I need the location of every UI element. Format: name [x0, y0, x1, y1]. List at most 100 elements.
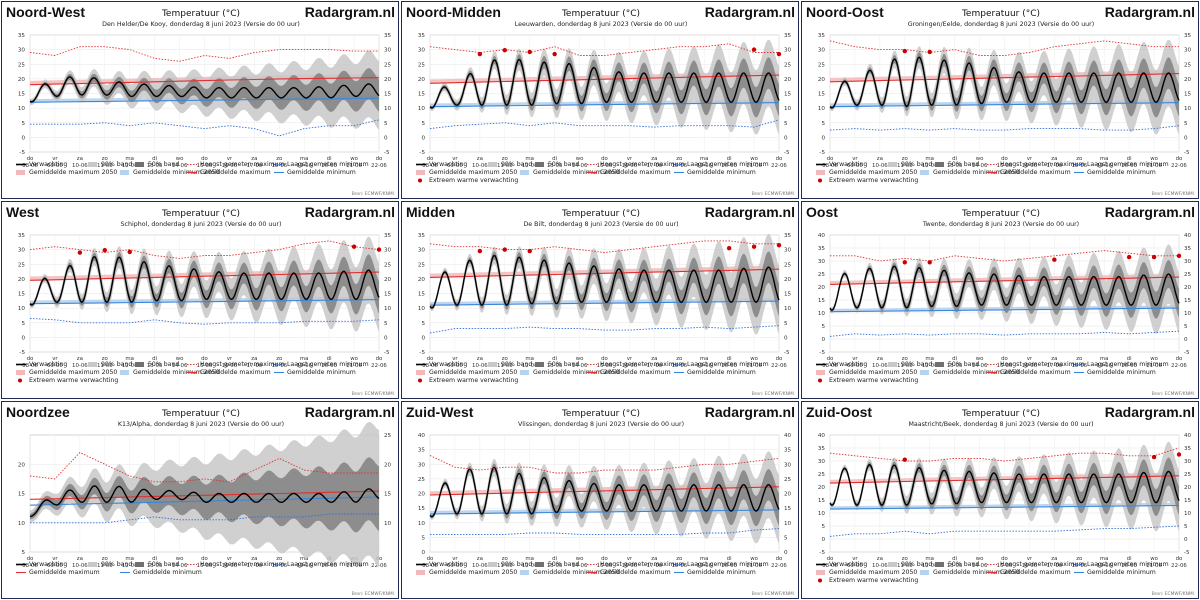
y2-tick-label: 0	[1184, 135, 1188, 141]
y2-tick-label: 15	[1184, 92, 1192, 98]
y-tick-label: 25	[818, 62, 826, 68]
x-tick-date: 15-06	[597, 163, 613, 169]
legend-item: Hoogst gemeten maximum	[587, 161, 685, 168]
y-tick-label: 0	[21, 335, 25, 341]
x-tick-day: vr	[1027, 556, 1033, 562]
y-tick-label: 35	[818, 246, 826, 252]
y2-tick-label: 0	[1184, 337, 1188, 343]
x-tick-date: 15-06	[197, 563, 213, 569]
y-tick-label: 30	[418, 462, 426, 468]
site-name: Radargram.nl	[705, 404, 795, 420]
x-tick-date: 18-06	[1071, 363, 1087, 369]
y-tick-label: 0	[821, 135, 825, 141]
y2-tick-label: 10	[384, 106, 392, 112]
y-tick-label: 35	[18, 233, 26, 239]
x-tick-date: 14-06	[172, 363, 188, 369]
y2-tick-label: 10	[1184, 311, 1192, 317]
legend-swatch	[416, 370, 425, 375]
x-tick-day: di	[152, 156, 157, 162]
legend-swatch	[888, 162, 897, 167]
legend-item: 50% band	[535, 161, 579, 168]
x-tick-date: 12-06	[522, 363, 538, 369]
legend-item: Gemiddelde minimum	[674, 569, 756, 576]
station-subtitle: Den Helder/De Kooy, donderdag 8 juni 202…	[102, 21, 300, 28]
legend-label: 90% band	[501, 361, 532, 368]
x-tick-date: 19-06	[1096, 563, 1112, 569]
y2-tick-label: 30	[384, 248, 392, 254]
legend-item: Hoogst gemeten maximum	[587, 561, 685, 568]
band-50	[830, 260, 1179, 319]
chart-title: Temperatuur (°C)	[161, 9, 240, 19]
y2-tick-label: 25	[1184, 472, 1192, 478]
x-tick-date: 17-06	[1047, 563, 1063, 569]
x-tick-date: 21-06	[1146, 563, 1162, 569]
x-tick-date: 12-06	[922, 163, 938, 169]
x-tick-day: vr	[52, 156, 58, 162]
y2-tick-label: 25	[384, 262, 392, 268]
legend-item: 90% band	[488, 161, 532, 168]
forecast-line	[829, 463, 1180, 507]
x-tick-day: zo	[676, 156, 682, 162]
x-tick-day: vr	[627, 356, 633, 362]
y-tick-label: 40	[418, 433, 426, 439]
x-tick-day: ma	[300, 156, 309, 162]
x-tick-date: 17-06	[1047, 363, 1063, 369]
x-tick-date: 13-06	[147, 163, 163, 169]
region-name: Midden	[406, 204, 455, 220]
x-tick-day: do	[1176, 556, 1183, 562]
legend-item: Extreem warme verwachting	[818, 177, 918, 184]
legend-label: Gemiddelde maximum 2050	[429, 369, 517, 376]
y-tick-label: 5	[21, 321, 25, 327]
record-max-line	[429, 43, 779, 56]
x-tick-day: di	[1127, 156, 1132, 162]
x-tick-day: di	[327, 156, 332, 162]
x-tick-date: 11-06	[897, 563, 913, 569]
x-tick-day: di	[952, 156, 957, 162]
region-name: Noord-Oost	[806, 4, 884, 20]
x-tick-day: zo	[502, 356, 508, 362]
x-tick-day: zo	[276, 556, 282, 562]
y-tick-label: 10	[818, 106, 826, 112]
legend-label: 50% band	[948, 561, 979, 568]
legend-item: Laagst gemeten minimum	[674, 161, 769, 168]
legend-label: Hoogst gemeten maximum	[1000, 161, 1085, 168]
y2-tick-label: 15	[384, 492, 392, 498]
chart-title: Temperatuur (°C)	[561, 409, 640, 419]
extreme-warm-marker	[1151, 454, 1157, 460]
x-tick-day: vr	[852, 356, 858, 362]
y2-tick-label: 15	[1184, 498, 1192, 504]
legend-item: 50% band	[135, 161, 179, 168]
record-min-line	[30, 513, 379, 524]
region-name: Noord-Midden	[406, 4, 501, 20]
forecast-panel: West Radargram.nl Temperatuur (°C) Schiphol…	[1, 201, 399, 399]
y2-tick-label: -5	[784, 150, 790, 156]
forecast-panel: Zuid-Oost Radargram.nl Temperatuur (°C) Maa…	[801, 401, 1199, 599]
y-tick-label: 0	[421, 550, 425, 556]
x-tick-date: 17-06	[247, 363, 263, 369]
chart-title: Temperatuur (°C)	[561, 209, 640, 219]
x-tick-day: do	[201, 356, 208, 362]
x-tick-date: 18-06	[271, 563, 287, 569]
extreme-warm-marker	[1176, 253, 1182, 258]
x-tick-date: 10-06	[472, 163, 488, 169]
x-tick-date: 19-06	[296, 363, 312, 369]
x-tick-day: za	[251, 556, 257, 562]
legend-item: Gemiddelde maximum	[16, 569, 100, 576]
legend-label: Hoogst gemeten maximum	[600, 561, 685, 568]
x-tick-date: 13-06	[147, 563, 163, 569]
x-tick-day: wo	[750, 356, 758, 362]
x-tick-date: 20-06	[1121, 363, 1137, 369]
avg-max-line	[29, 77, 380, 86]
x-tick-day: do	[776, 156, 783, 162]
legend-item: Gemiddelde maximum 2050	[416, 569, 517, 576]
legend-item: Gemiddelde minimum 2050	[520, 369, 620, 376]
x-tick-date: 18-06	[671, 563, 687, 569]
legend-item: Gemiddelde maximum 2050	[16, 369, 117, 376]
legend-item: Gemiddelde minimum 2050	[120, 369, 220, 376]
y2-tick-label: 5	[784, 535, 788, 541]
extreme-warm-marker	[376, 247, 382, 252]
band-50	[430, 463, 779, 527]
y2-tick-label: 35	[1184, 33, 1192, 39]
x-tick-date: 12-06	[122, 163, 138, 169]
x-tick-date: 09-06	[847, 363, 863, 369]
